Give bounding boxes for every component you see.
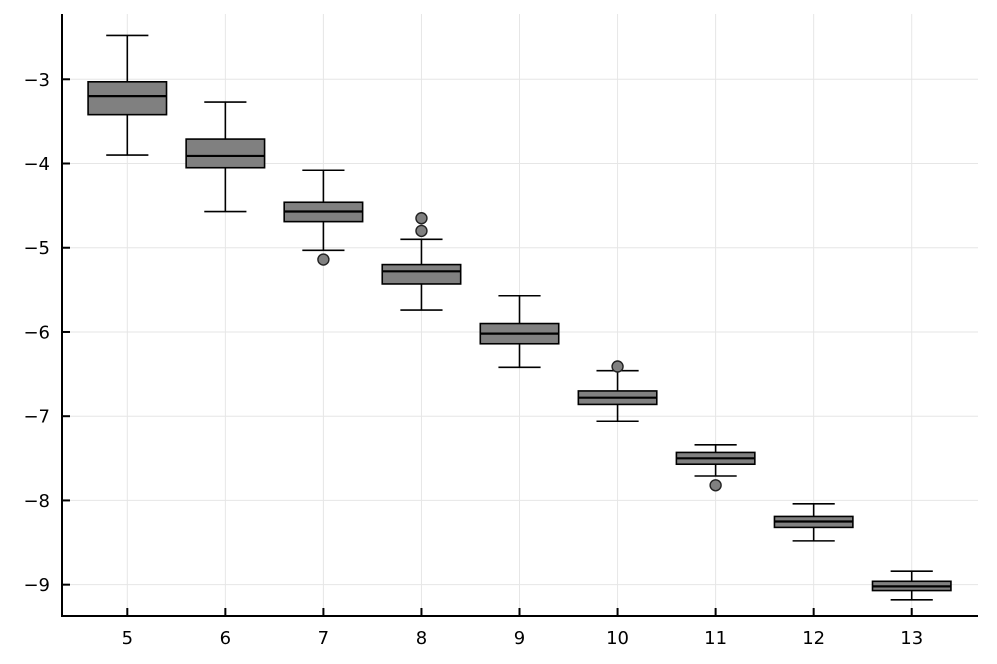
x-tick-label: 12 — [802, 628, 825, 649]
x-tick-label: 5 — [122, 628, 133, 649]
outlier-point — [317, 253, 330, 266]
outlier-point — [611, 360, 624, 373]
outlier-point — [415, 212, 428, 225]
box — [381, 263, 462, 285]
box — [87, 81, 168, 116]
y-tick-label: −6 — [23, 322, 50, 343]
x-tick-label: 6 — [220, 628, 231, 649]
y-tick-label: −5 — [23, 238, 50, 259]
y-tick-label: −4 — [23, 154, 50, 175]
outlier-point — [709, 479, 722, 492]
x-tick-label: 9 — [514, 628, 525, 649]
x-tick-label: 7 — [318, 628, 329, 649]
x-tick-label: 13 — [900, 628, 923, 649]
outlier-point — [415, 224, 428, 238]
y-tick-label: −8 — [23, 491, 50, 512]
x-tick-label: 8 — [416, 628, 427, 649]
x-tick-label: 11 — [704, 628, 727, 649]
y-tick-label: −3 — [23, 70, 50, 91]
y-tick-label: −7 — [23, 407, 50, 428]
box — [185, 138, 266, 169]
y-tick-label: −9 — [23, 575, 50, 596]
x-tick-label: 10 — [606, 628, 629, 649]
